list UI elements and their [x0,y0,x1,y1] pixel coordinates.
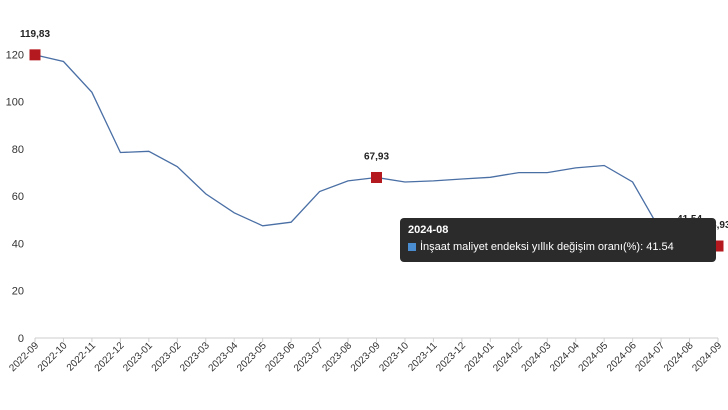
tooltip-series-swatch [408,243,416,252]
x-tick-label: 2023-05 [235,340,269,374]
y-tick-label: 100 [6,97,24,109]
y-tick-label: 20 [12,286,24,298]
point-marker[interactable] [29,49,41,61]
x-tick-label: 2022-09 [7,340,41,374]
data-label: 119,83 [20,29,50,40]
x-tick-label: 2023-09 [349,340,383,374]
y-tick-label: 120 [6,49,24,61]
y-tick-label: 60 [12,191,24,203]
x-tick-label: 2023-12 [434,340,468,374]
x-tick-label: 2023-03 [178,340,212,374]
x-tick-label: 2022-12 [93,340,127,374]
y-tick-label: 40 [12,238,24,250]
x-tick-label: 2024-08 [662,340,696,374]
point-marker[interactable] [371,171,382,183]
x-tick-label: 2023-04 [207,340,241,374]
x-tick-label: 2023-11 [406,340,440,374]
x-tick-label: 2023-06 [264,340,298,374]
x-tick-label: 2024-09 [690,340,724,374]
chart-tooltip: 2024-08 İnşaat maliyet endeksi yıllık de… [400,218,716,262]
x-tick-label: 2024-03 [520,340,554,374]
x-tick-label: 2022-10 [36,340,70,374]
y-tick-label: 80 [12,144,24,156]
x-tick-label: 2024-05 [577,340,611,374]
data-label: 38,93 [705,220,728,231]
x-tick-label: 2023-02 [150,340,184,374]
x-tick-label: 2024-07 [633,340,667,374]
data-label: 67,93 [364,151,389,162]
x-tick-label: 2022-11 [65,340,99,374]
x-tick-label: 2024-06 [605,340,639,374]
x-tick-label: 2023-10 [377,340,411,374]
x-tick-label: 2023-01 [121,340,155,374]
tooltip-text: İnşaat maliyet endeksi yıllık değişim or… [420,241,674,253]
y-tick-label: 0 [18,333,24,345]
x-tick-label: 2024-04 [548,340,582,374]
x-tick-label: 2023-07 [292,340,326,374]
y-axis: 0 20 40 60 80 100 120 [6,49,24,345]
x-tick-label: 2024-02 [491,340,525,374]
x-tick-label: 2023-08 [320,340,354,374]
x-axis: 2022-092022-102022-112022-122023-012023-… [7,338,724,374]
tooltip-row: İnşaat maliyet endeksi yıllık değişim or… [408,238,708,256]
point-marker[interactable] [712,240,724,252]
x-tick-label: 2024-01 [463,340,497,374]
tooltip-title: 2024-08 [408,224,449,236]
